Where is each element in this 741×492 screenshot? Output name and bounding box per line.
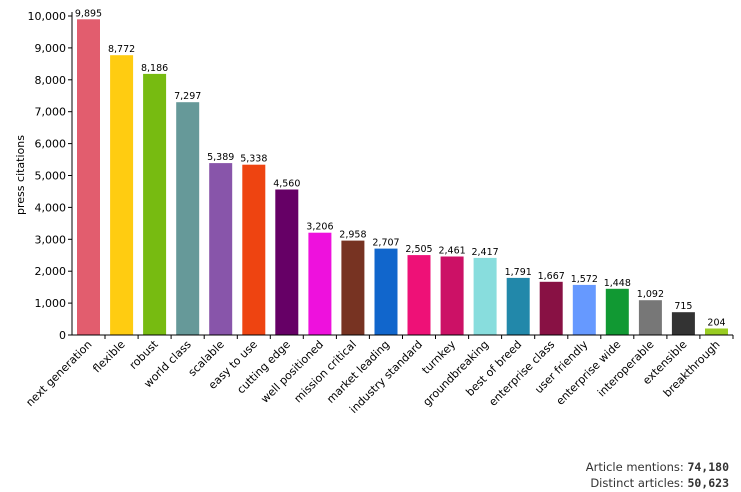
bar	[176, 102, 200, 335]
y-tick-label: 1,000	[35, 297, 67, 310]
bar	[671, 312, 695, 335]
y-tick-label: 4,000	[35, 201, 67, 214]
bar	[110, 55, 134, 335]
data-label: 204	[707, 318, 725, 329]
bar	[209, 163, 233, 335]
data-label: 9,895	[75, 8, 102, 19]
data-label: 7,297	[174, 91, 201, 102]
y-tick-label: 3,000	[35, 233, 67, 246]
bar	[705, 328, 728, 335]
bar	[374, 248, 398, 335]
data-label: 1,092	[637, 289, 664, 300]
y-tick-label: 8,000	[35, 74, 67, 87]
x-tick-label: next generation	[23, 338, 94, 409]
y-tick-label: 7,000	[35, 106, 67, 119]
bar	[143, 73, 167, 336]
data-label: 2,505	[405, 244, 432, 255]
article-mentions-label: Article mentions:	[585, 460, 684, 474]
data-label: 2,417	[471, 247, 498, 258]
data-label: 1,667	[538, 271, 565, 282]
data-label: 1,791	[505, 267, 532, 278]
y-axis: 0 1,000 2,000 3,000 4,000 5,000 6,000 7,000 8,00…	[28, 10, 73, 342]
data-label: 2,707	[372, 238, 399, 249]
distinct-articles-value: 50,623	[687, 476, 729, 490]
data-label: 2,461	[438, 246, 465, 257]
y-tick-label: 5,000	[35, 170, 67, 183]
bars	[77, 19, 728, 336]
bar	[506, 277, 530, 335]
data-label: 4,560	[273, 179, 300, 190]
bar	[77, 19, 100, 336]
article-mentions-value: 74,180	[687, 460, 729, 474]
article-mentions-row: Article mentions: 74,180	[586, 459, 729, 475]
y-axis-title: press citations	[14, 135, 27, 215]
chart-canvas: 0 1,000 2,000 3,000 4,000 5,000 6,000 7,000 8,00…	[14, 8, 734, 416]
bar	[308, 232, 332, 335]
data-label: 5,389	[207, 152, 234, 163]
x-tick-label: flexible	[90, 338, 128, 376]
bar	[275, 189, 299, 335]
bar	[407, 255, 431, 335]
bar	[539, 281, 563, 335]
y-tick-label: 9,000	[35, 42, 67, 55]
bar	[473, 257, 497, 335]
distinct-articles-label: Distinct articles:	[590, 476, 684, 490]
bar	[341, 240, 365, 335]
data-label: 715	[674, 301, 692, 312]
bar	[572, 284, 596, 335]
bar	[440, 256, 464, 335]
distinct-articles-row: Distinct articles: 50,623	[586, 475, 729, 491]
data-label: 8,772	[108, 44, 135, 55]
bar-chart: 0 1,000 2,000 3,000 4,000 5,000 6,000 7,000 8,00…	[14, 8, 734, 416]
y-tick-label: 2,000	[35, 265, 67, 278]
value-labels: 9,895 8,772 8,186 7,297 5,389 5,338 4,560 3,206…	[75, 8, 726, 328]
bar	[242, 164, 266, 335]
data-label: 1,572	[571, 274, 598, 285]
data-label: 5,338	[240, 154, 267, 165]
bar	[605, 288, 629, 335]
data-label: 8,186	[141, 63, 168, 74]
bar	[638, 300, 662, 335]
y-tick-label: 0	[59, 329, 66, 342]
data-label: 2,958	[339, 230, 366, 241]
y-tick-label: 10,000	[28, 10, 67, 23]
y-tick-label: 6,000	[35, 138, 67, 151]
data-label: 1,448	[604, 278, 631, 289]
data-label: 3,206	[306, 222, 333, 233]
article-stats: Article mentions: 74,180 Distinct articl…	[586, 459, 729, 491]
